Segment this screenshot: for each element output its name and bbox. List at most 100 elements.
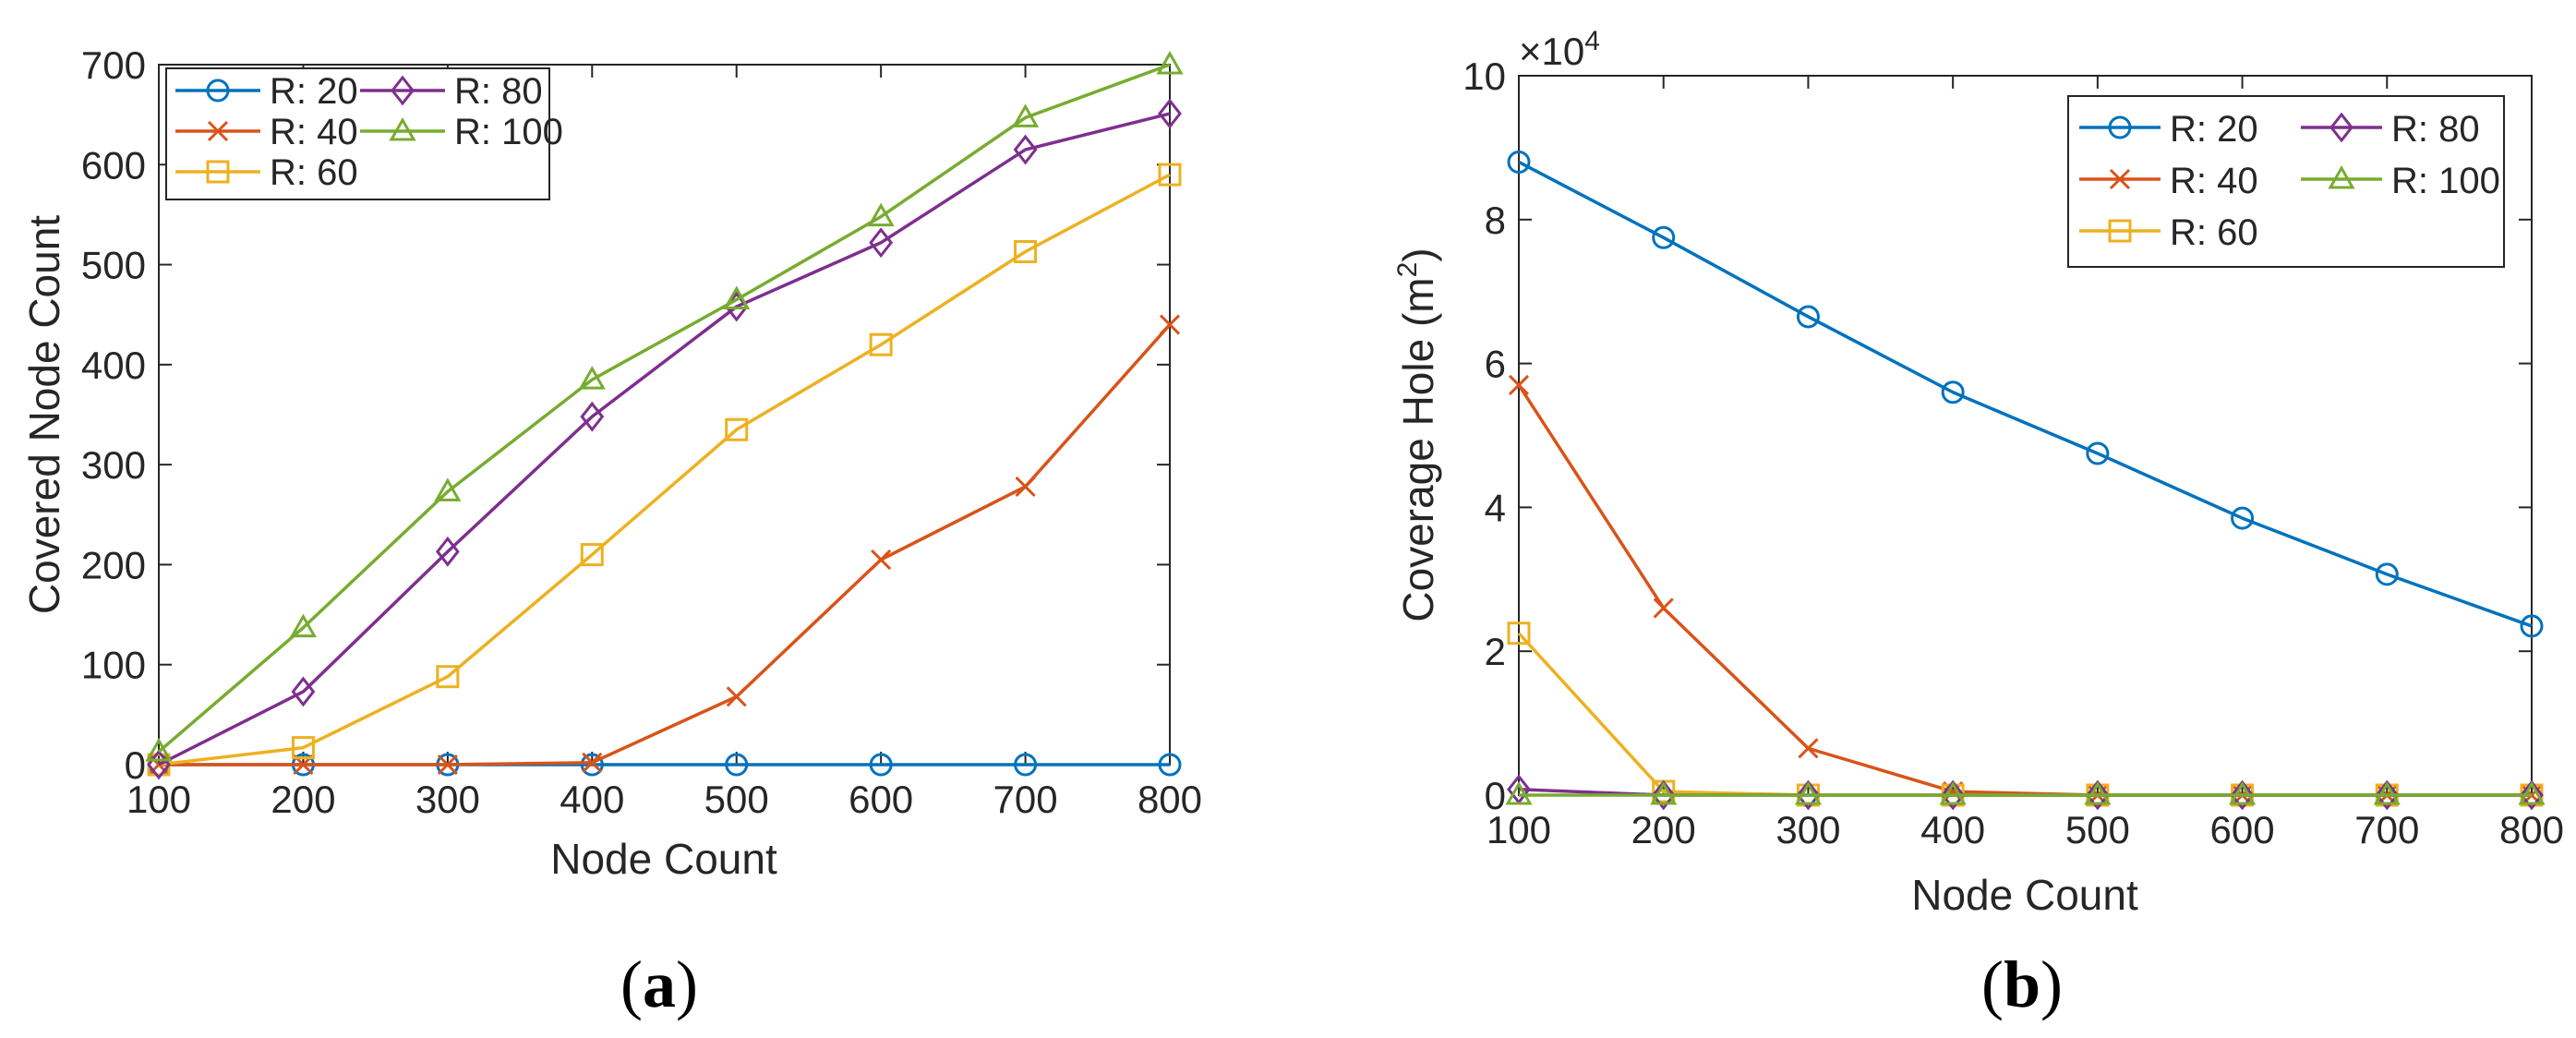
panel-b-x-label: Node Count — [1911, 871, 2138, 919]
panel-a-y-tick-label: 300 — [81, 443, 146, 487]
panel-a-line-r-60 — [158, 173, 1171, 766]
panel-a-x-label: Node Count — [550, 835, 777, 883]
panel-a-legend-label: R: 100 — [454, 112, 563, 152]
panel-a-series — [145, 50, 1184, 780]
panel-a-point-r-60 — [291, 736, 315, 760]
panel-b-legend-item-r-80: R: 80 — [2301, 109, 2480, 150]
panel-a-point-r-60 — [580, 543, 604, 567]
panel-b-legend-label: R: 20 — [2170, 109, 2258, 150]
panel-b-point-r-20 — [1941, 380, 1965, 404]
panel-a-point-r-100 — [1156, 50, 1184, 75]
panel-b-point-r-20 — [2231, 506, 2255, 530]
panel-a-legend-label: R: 40 — [270, 112, 358, 152]
panel-a-point-r-100 — [867, 202, 895, 227]
panel-a-y-tick-label: 600 — [81, 143, 146, 187]
panel-b-legend-swatch-marker — [2109, 168, 2131, 190]
panel-b-line-r-20 — [1518, 160, 2533, 628]
panel-b-legend-label: R: 60 — [2170, 212, 2258, 253]
panel-a-legend-swatch-marker — [391, 75, 415, 106]
panel-b-legend-item-r-100: R: 100 — [2301, 161, 2500, 201]
panel-b-y-tick-label: 2 — [1485, 630, 1506, 673]
panel-b-legend-label: R: 100 — [2391, 161, 2500, 201]
panel-b-legend-label: R: 80 — [2391, 109, 2480, 150]
panel-b-legend-item-r-40: R: 40 — [2079, 161, 2258, 201]
panel-a-point-r-80 — [580, 401, 605, 432]
panel-b-point-r-100 — [2518, 780, 2546, 805]
panel-b-legend-item-r-20: R: 20 — [2079, 109, 2258, 150]
panel-a-y-label: Covered Node Count — [20, 215, 68, 614]
panel-b-y-tick-label: 6 — [1485, 343, 1506, 386]
panel-b-chart: 100 200 300 400 500 600 700 800 0 2 4 6 8 10 Node Cou… — [1392, 26, 2564, 1021]
panel-b-series-r-20 — [1507, 150, 2544, 638]
panel-a-series-r-80 — [147, 98, 1182, 780]
panel-b-legend-swatch-marker — [2108, 115, 2132, 139]
panel-b-legend-swatch-marker — [2329, 112, 2353, 143]
panel-b-point-r-80 — [1941, 779, 1966, 811]
panel-a-ticks: 100 200 300 400 500 600 700 8000100200300400500… — [81, 43, 1202, 821]
panel-b-point-r-80 — [1796, 779, 1821, 811]
panel-b-legend-swatch-marker — [2108, 219, 2132, 243]
panel-a-legend-swatch-marker — [206, 160, 230, 184]
panel-a-legend-label: R: 80 — [454, 71, 543, 112]
panel-a-point-r-60 — [725, 417, 749, 441]
panel-a-point-r-80 — [435, 536, 460, 567]
panel-a-legend-label: R: 60 — [270, 152, 358, 193]
panel-b-legend: R: 20 R: 40 R: 60 R: 80 R: 100 — [2067, 95, 2505, 268]
panel-a-point-r-40 — [582, 752, 603, 773]
panel-a-y-tick-label: 200 — [81, 543, 146, 586]
panel-a-x-tick-label: 700 — [993, 778, 1058, 821]
panel-a-legend-swatch-marker — [207, 120, 229, 142]
panel-b-legend-label: R: 40 — [2170, 161, 2258, 201]
panel-b-y-label: Coverage Hole (m2) — [1392, 247, 1442, 622]
panel-b-point-r-20 — [2520, 614, 2544, 638]
panel-b-y-tick-label: 8 — [1485, 199, 1506, 242]
panel-a-point-r-80 — [869, 227, 894, 259]
panel-b-point-r-60 — [1507, 622, 1531, 646]
panel-a-point-r-20 — [580, 753, 604, 777]
panel-a-point-r-100 — [723, 285, 751, 309]
panel-b-series-r-40 — [1508, 374, 2543, 806]
panel-b-exponent-label: ×104 — [1519, 26, 1600, 73]
panel-a-y-tick-label: 100 — [81, 644, 146, 687]
panel-b-x-tick-label: 600 — [2210, 808, 2275, 851]
panel-b-x-tick-label: 800 — [2499, 808, 2564, 851]
panel-b-y-tick-label: 4 — [1485, 486, 1506, 529]
panel-a-point-r-20 — [1014, 753, 1038, 777]
panel-b-point-r-40 — [1653, 597, 1674, 619]
panel-b-point-r-100 — [1650, 780, 1678, 805]
panel-a-point-r-40 — [726, 686, 747, 707]
panel-b-ticks: 100 200 300 400 500 600 700 800 0 2 4 6 8 10 — [1463, 54, 2564, 851]
panel-b-point-r-20 — [2086, 441, 2110, 465]
panel-a-point-r-80 — [291, 676, 316, 707]
panel-b-point-r-100 — [1939, 780, 1967, 805]
panel-b-point-r-100 — [1505, 780, 1533, 805]
panel-a-point-r-80 — [1013, 134, 1038, 165]
panel-b-point-r-40 — [1798, 738, 1819, 759]
panel-b-x-tick-label: 400 — [1920, 808, 1985, 851]
panel-b-x-tick-label: 300 — [1776, 808, 1840, 851]
panel-b-point-r-80 — [2375, 779, 2400, 811]
panel-a-line-r-40 — [159, 323, 1172, 766]
panel-a-point-r-40 — [1015, 476, 1036, 498]
panel-b-line-r-60 — [1517, 632, 2532, 797]
panel-a-y-tick-label: 0 — [125, 743, 146, 787]
panel-b-legend-box — [2067, 95, 2505, 268]
panel-a-point-r-20 — [1158, 753, 1182, 777]
panel-a-line-r-100 — [157, 63, 1171, 754]
panel-b-y-tick-label: 0 — [1485, 774, 1506, 817]
panel-a-x-tick-label: 600 — [849, 778, 913, 821]
panel-b-line-r-40 — [1517, 384, 2532, 797]
panel-b-x-tick-label: 100 — [1487, 808, 1551, 851]
panel-b-x-tick-label: 500 — [2065, 808, 2130, 851]
panel-b-y-tick-label: 10 — [1463, 54, 1506, 98]
panel-a-point-r-20 — [725, 753, 749, 777]
panel-b-point-r-20 — [1652, 225, 1676, 249]
panel-a-y-tick-label: 700 — [81, 43, 146, 87]
panel-a-legend-item-r-60: R: 60 — [175, 152, 358, 193]
panel-b-point-r-40 — [1508, 374, 1530, 396]
panel-b-point-r-20 — [1507, 150, 1531, 174]
panel-a-point-r-100 — [434, 477, 462, 501]
panel-a-point-r-100 — [289, 613, 318, 638]
panel-b-legend-swatch-marker — [2328, 164, 2355, 189]
